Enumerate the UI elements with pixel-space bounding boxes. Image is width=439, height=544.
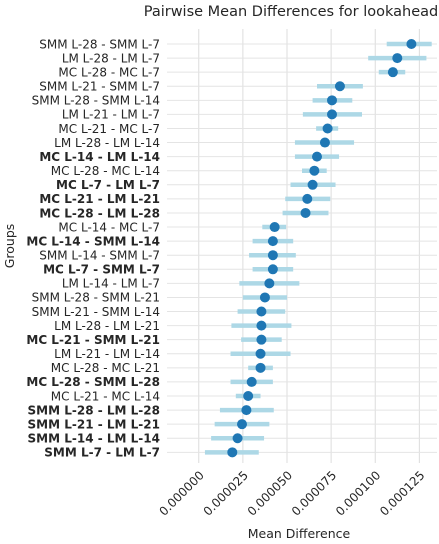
mean-point <box>259 292 270 303</box>
y-tick-label: SMM L-14 - SMM L-7 <box>39 249 160 263</box>
x-tick-label: 0.000025 <box>201 468 251 518</box>
mean-point <box>267 264 278 275</box>
y-tick-label: MC L-21 - MC L-14 <box>51 389 160 403</box>
mean-point <box>241 405 252 416</box>
y-tick-label: LM L-21 - LM L-14 <box>54 347 160 361</box>
mean-point <box>243 391 254 401</box>
mean-point <box>255 362 266 373</box>
x-tick-label: 0.000000 <box>156 468 206 518</box>
y-tick-label: MC L-7 - SMM L-7 <box>43 263 160 277</box>
y-tick-label: SMM L-28 - LM L-28 <box>28 403 160 417</box>
mean-point <box>309 165 320 176</box>
y-tick-label: MC L-14 - MC L-7 <box>58 220 160 234</box>
y-tick-label: MC L-28 - MC L-14 <box>51 164 160 178</box>
y-tick-label: SMM L-28 - SMM L-14 <box>32 94 160 108</box>
mean-point <box>237 419 247 430</box>
mean-point <box>267 250 278 261</box>
mean-point <box>327 109 337 120</box>
mean-point <box>256 306 267 317</box>
mean-point <box>264 278 275 289</box>
y-axis-label: Groups <box>2 224 17 269</box>
y-tick-label: SMM L-21 - SMM L-7 <box>39 80 160 94</box>
mean-point <box>307 179 318 190</box>
y-tick-labels: SMM L-28 - SMM L-7LM L-28 - LM L-7MC L-2… <box>26 37 160 459</box>
y-tick-label: SMM L-21 - SMM L-14 <box>32 305 160 319</box>
y-tick-label: SMM L-21 - LM L-21 <box>28 417 160 431</box>
y-tick-label: LM L-14 - LM L-7 <box>62 277 160 291</box>
x-tick-labels: 0.0000000.0000250.0000500.0000750.000100… <box>156 468 427 518</box>
mean-point <box>322 123 333 134</box>
y-tick-label: SMM L-14 - LM L-14 <box>28 432 160 446</box>
y-tick-label: LM L-28 - LM L-14 <box>54 136 160 150</box>
y-tick-label: MC L-28 - SMM L-28 <box>26 375 160 389</box>
mean-point <box>334 81 345 92</box>
mean-point <box>319 137 330 148</box>
y-tick-label: MC L-21 - MC L-7 <box>58 122 160 136</box>
y-tick-label: LM L-28 - LM L-21 <box>54 319 160 333</box>
mean-point <box>387 67 398 78</box>
y-tick-label: MC L-7 - LM L-7 <box>56 178 160 192</box>
mean-point <box>256 320 267 331</box>
x-tick-label: 0.000075 <box>289 468 339 518</box>
y-tick-label: MC L-14 - SMM L-14 <box>26 234 160 248</box>
y-tick-label: MC L-14 - LM L-14 <box>39 150 160 164</box>
plot-area <box>167 29 437 463</box>
mean-point <box>256 334 267 345</box>
mean-point <box>406 39 417 49</box>
mean-point <box>392 53 403 64</box>
y-tick-label: MC L-21 - SMM L-21 <box>26 333 160 347</box>
x-tick-label: 0.000125 <box>377 468 427 518</box>
y-tick-label: SMM L-7 - LM L-7 <box>44 446 160 460</box>
y-tick-label: LM L-28 - LM L-7 <box>62 51 160 65</box>
y-tick-label: MC L-28 - MC L-21 <box>51 361 160 375</box>
mean-point <box>246 376 257 387</box>
y-tick-label: LM L-21 - LM L-7 <box>62 108 160 122</box>
mean-point <box>269 222 280 233</box>
mean-point <box>300 207 311 218</box>
mean-point <box>302 193 313 204</box>
x-tick-label: 0.000100 <box>333 468 383 518</box>
y-tick-label: MC L-21 - LM L-21 <box>39 192 160 206</box>
mean-point <box>312 151 322 162</box>
mean-point <box>255 348 266 359</box>
y-tick-label: SMM L-28 - SMM L-21 <box>32 291 160 305</box>
points <box>227 39 417 458</box>
y-tick-label: MC L-28 - MC L-7 <box>58 65 160 79</box>
y-tick-label: SMM L-28 - SMM L-7 <box>39 37 160 51</box>
chart-title: Pairwise Mean Differences for lookahead <box>144 4 439 20</box>
x-tick-label: 0.000050 <box>245 468 295 518</box>
mean-point <box>327 95 337 106</box>
mean-point <box>267 236 278 247</box>
x-axis-label: Mean Difference <box>248 526 351 541</box>
y-tick-label: MC L-28 - LM L-28 <box>39 206 160 220</box>
mean-point <box>227 447 238 458</box>
mean-point <box>232 433 243 444</box>
